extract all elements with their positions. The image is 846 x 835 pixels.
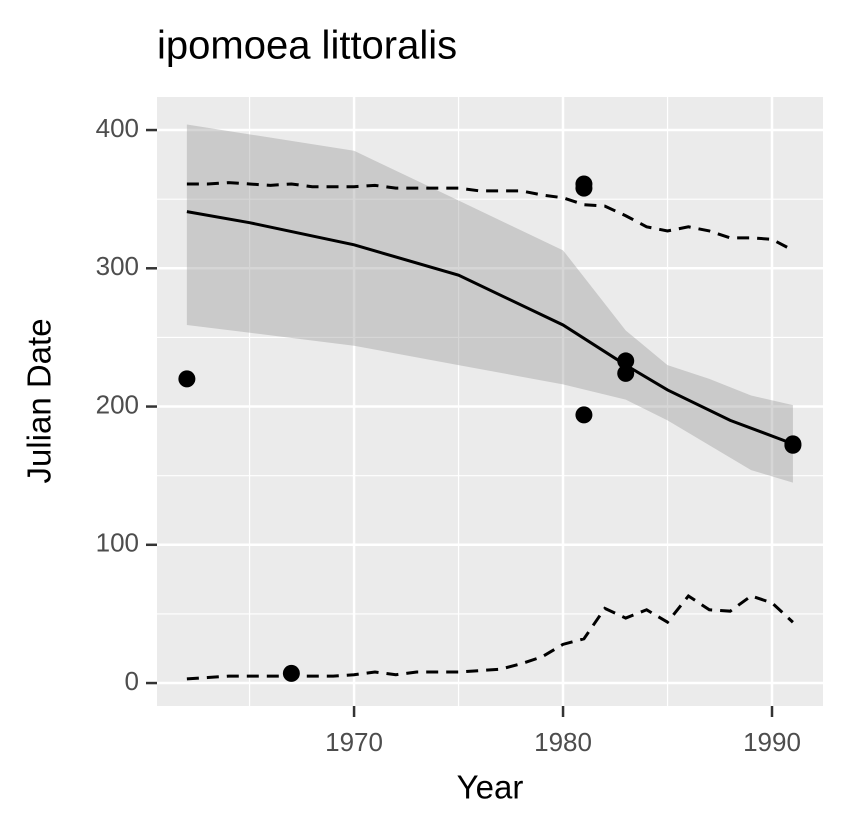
point bbox=[617, 364, 635, 382]
panel bbox=[157, 97, 823, 706]
y-tick-label: 100 bbox=[96, 528, 139, 558]
point bbox=[575, 179, 593, 197]
y-tick-label: 200 bbox=[96, 389, 139, 419]
y-tick-label: 300 bbox=[96, 251, 139, 281]
x-tick-label: 1980 bbox=[534, 727, 592, 757]
y-tick-label: 0 bbox=[125, 666, 139, 696]
x-tick-label: 1990 bbox=[743, 727, 801, 757]
y-tick-label: 400 bbox=[96, 113, 139, 143]
point bbox=[575, 406, 593, 424]
point bbox=[178, 370, 196, 388]
chart-title: ipomoea littoralis bbox=[157, 24, 457, 68]
fit-line bbox=[186, 210, 794, 446]
x-tick-label: 1970 bbox=[325, 727, 383, 757]
point bbox=[617, 352, 635, 370]
y-axis-label: Julian Date bbox=[21, 318, 58, 483]
x-axis-label: Year bbox=[457, 769, 524, 806]
confidence-band bbox=[186, 124, 793, 483]
point bbox=[784, 436, 802, 454]
quantile-line bbox=[186, 181, 794, 252]
point bbox=[282, 664, 300, 682]
